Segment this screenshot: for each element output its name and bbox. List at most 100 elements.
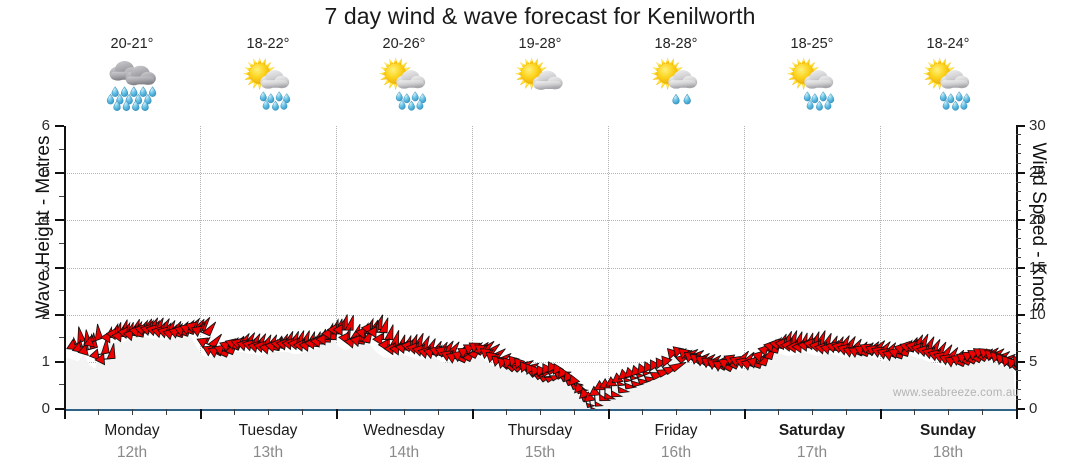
wind-barb	[88, 337, 110, 361]
day-divider-gridline	[200, 126, 201, 409]
x-axis-day-tick	[880, 409, 882, 419]
axis-tick	[55, 408, 64, 410]
x-axis-tick	[540, 409, 541, 415]
x-axis-tick	[642, 409, 643, 415]
day-divider-gridline	[472, 126, 473, 409]
day-label-tuesday: Tuesday 13th	[200, 420, 336, 470]
day-label-strip: Monday 12th Tuesday 13th Wednesday 14th Thursd…	[64, 420, 1016, 470]
wind-barb-arrowhead	[332, 323, 343, 337]
wind-barb-arrowhead	[547, 361, 559, 374]
axis-tick	[55, 125, 64, 127]
x-axis-day-tick	[200, 409, 202, 419]
wind-barb-arrowhead	[643, 361, 655, 374]
wind-barb-arrowhead	[88, 348, 100, 361]
sun-cloud-rain-icon	[774, 54, 850, 112]
axis-tick-label: 6	[41, 117, 50, 134]
axis-minor-tick	[59, 290, 64, 292]
day-divider-gridline	[608, 126, 609, 409]
wind-barb-flag	[617, 380, 627, 387]
axis-tick-label: 10	[1029, 305, 1046, 323]
axis-tick	[1016, 172, 1025, 175]
wind-barb	[94, 343, 116, 366]
axis-minor-tick	[1016, 379, 1021, 381]
wind-barb-arrowhead	[746, 356, 758, 369]
wind-barb-arrowhead	[321, 327, 332, 340]
day-date: 14th	[388, 444, 420, 461]
x-axis-day-tick	[336, 409, 338, 419]
day-date: 13th	[252, 444, 284, 461]
wind-barb-flag	[617, 386, 631, 394]
axis-minor-tick	[1016, 275, 1021, 277]
rain-heavy-icon	[94, 54, 170, 112]
day-label-friday: Friday 16th	[608, 420, 744, 470]
day-date: 15th	[524, 444, 556, 461]
wind-barb-arrowhead	[531, 364, 542, 377]
wind-barb-arrowhead	[637, 363, 649, 375]
day-temperature-range: 18-28°	[654, 36, 698, 52]
wind-barb-arrowhead	[574, 381, 586, 394]
axis-minor-tick	[59, 148, 64, 150]
axis-tick	[55, 360, 64, 363]
axis-minor-tick	[59, 242, 64, 244]
day-temperature-range: 18-25°	[790, 36, 834, 52]
wind-barb-arrowhead	[372, 333, 383, 346]
wind-barb-arrowhead	[111, 330, 123, 343]
wind-barb-arrowhead	[552, 363, 564, 375]
wind-barb-flag	[629, 374, 640, 381]
axis-minor-tick	[1016, 389, 1021, 391]
wind-barb-flag	[637, 378, 651, 386]
wind-barb-arrowhead	[355, 326, 367, 340]
sun-cloud-rain-icon	[910, 54, 986, 112]
axis-tick	[1016, 219, 1025, 222]
day-date: 16th	[660, 444, 692, 461]
sun-cloud-rain-icon	[366, 54, 442, 112]
axis-tick-label: 15	[1029, 258, 1046, 276]
day-header-tuesday: 18-22°	[200, 36, 336, 124]
day-temperature-range: 20-21°	[110, 36, 154, 52]
day-name: Tuesday	[238, 422, 298, 439]
x-axis-tick	[812, 409, 813, 415]
axis-minor-tick	[1016, 153, 1021, 155]
axis-tick-label: 0	[41, 400, 50, 417]
day-divider-gridline	[336, 126, 337, 409]
wind-barb-arrowhead	[366, 325, 377, 339]
day-header-wednesday: 20-26°	[336, 36, 472, 124]
wind-barb-arrowhead	[457, 347, 470, 359]
wind-barb-flag	[668, 361, 687, 373]
wind-barb-arrowhead	[887, 347, 900, 360]
axis-minor-tick	[1016, 247, 1021, 249]
axis-minor-tick	[1016, 351, 1021, 353]
axis-minor-tick	[1016, 200, 1021, 202]
day-label-sunday: Sunday 18th	[880, 420, 1016, 470]
x-axis-day-tick	[64, 409, 66, 419]
axis-minor-tick	[1016, 238, 1021, 240]
axis-minor-tick	[59, 337, 64, 339]
wind-barb	[366, 317, 389, 339]
wind-barb-flag	[1009, 359, 1016, 371]
axis-tick-label: 0	[1029, 400, 1038, 417]
axis-tick	[55, 219, 64, 222]
wind-barb-arrowhead	[122, 329, 134, 342]
wind-barb-arrowhead	[525, 363, 537, 375]
axis-tick	[55, 172, 64, 175]
axis-minor-tick	[1016, 181, 1021, 183]
horizontal-gridline	[64, 173, 1016, 175]
wind-barb-flag	[106, 343, 116, 360]
wind-barb-arrowhead	[542, 363, 553, 375]
axis-minor-tick	[1016, 191, 1021, 193]
day-name: Sunday	[920, 422, 976, 439]
wind-barbs-layer	[64, 126, 1016, 409]
axis-minor-tick	[1016, 304, 1021, 306]
axis-minor-tick	[1016, 143, 1021, 145]
wind-barb-arrowhead	[630, 364, 643, 377]
axis-minor-tick	[1016, 209, 1021, 211]
x-axis-tick	[676, 409, 677, 415]
day-name: Monday	[104, 422, 160, 439]
axis-minor-tick	[1016, 134, 1021, 136]
wind-barb	[190, 321, 217, 338]
wind-barb-arrowhead	[94, 352, 106, 366]
axis-tick-label: 1	[41, 352, 50, 370]
wind-barb-arrowhead	[196, 337, 209, 349]
wind-barb-arrowhead	[451, 351, 464, 363]
